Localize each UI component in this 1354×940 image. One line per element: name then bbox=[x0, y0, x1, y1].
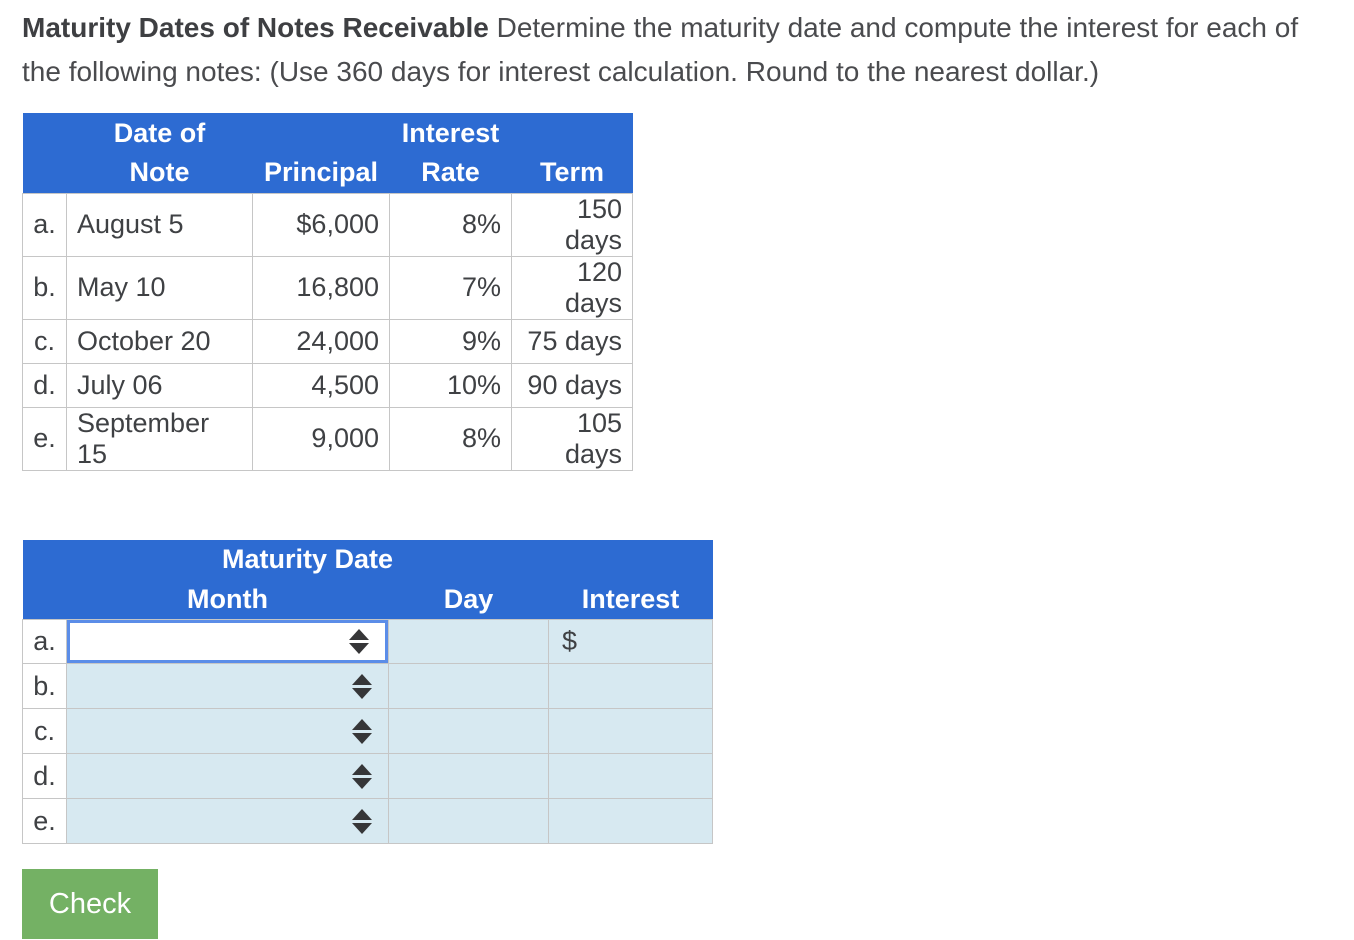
month-select-b[interactable] bbox=[67, 664, 388, 708]
notes-row-b: b. May 10 16,800 7% 120 days bbox=[22, 255, 633, 320]
header-spacer bbox=[22, 153, 67, 193]
term-cell: 105 days bbox=[511, 406, 633, 471]
notes-row-a: a. August 5 $6,000 8% 150 days bbox=[22, 192, 633, 257]
header-month: Month bbox=[66, 579, 389, 620]
select-updown-arrows-icon bbox=[352, 673, 372, 699]
header-maturity-date: Maturity Date bbox=[66, 539, 549, 580]
notes-row-d: d. July 06 4,500 10% 90 days bbox=[22, 362, 633, 408]
dollar-sign-prefix: $ bbox=[562, 626, 578, 656]
notes-row-e: e. September 15 9,000 8% 105 days bbox=[22, 406, 633, 471]
notes-row-c: c. October 20 24,000 9% 75 days bbox=[22, 318, 633, 364]
principal-cell: 9,000 bbox=[252, 406, 390, 471]
header-day: Day bbox=[388, 579, 549, 620]
month-select-a[interactable] bbox=[67, 620, 388, 663]
header-principal: Principal bbox=[252, 153, 390, 193]
date-cell: July 06 bbox=[66, 362, 253, 408]
principal-cell: 24,000 bbox=[252, 318, 390, 364]
day-input-c[interactable] bbox=[389, 709, 548, 753]
month-select-c[interactable] bbox=[67, 709, 388, 753]
rate-cell: 8% bbox=[389, 406, 512, 471]
date-cell: August 5 bbox=[66, 192, 253, 257]
answer-table-header: Maturity Date Month Day Interest bbox=[22, 539, 713, 620]
interest-input-b[interactable] bbox=[549, 664, 712, 708]
header-spacer bbox=[252, 113, 390, 153]
day-input-e[interactable] bbox=[389, 799, 548, 843]
rate-cell: 10% bbox=[389, 362, 512, 408]
answer-table: Maturity Date Month Day Interest a. $ bbox=[22, 539, 713, 844]
row-label: c. bbox=[22, 318, 67, 364]
month-select-e[interactable] bbox=[67, 799, 388, 843]
day-input-a[interactable] bbox=[389, 620, 548, 663]
date-cell: October 20 bbox=[66, 318, 253, 364]
row-label: d. bbox=[22, 753, 67, 799]
answer-row-d: d. bbox=[22, 753, 713, 799]
rate-cell: 9% bbox=[389, 318, 512, 364]
date-cell: September 15 bbox=[66, 406, 253, 471]
answer-row-a: a. $ bbox=[22, 619, 713, 664]
day-input-d[interactable] bbox=[389, 754, 548, 798]
row-label: b. bbox=[22, 663, 67, 709]
header-rate: Rate bbox=[389, 153, 512, 193]
header-spacer bbox=[548, 539, 713, 580]
rate-cell: 7% bbox=[389, 255, 512, 320]
row-label: c. bbox=[22, 708, 67, 754]
row-label: e. bbox=[22, 798, 67, 844]
principal-cell: 4,500 bbox=[252, 362, 390, 408]
problem-title: Maturity Dates of Notes Receivable bbox=[22, 12, 489, 43]
header-spacer bbox=[22, 539, 67, 580]
select-updown-arrows-icon bbox=[352, 763, 372, 789]
problem-description: Determine the maturity date and compute … bbox=[22, 12, 1299, 87]
day-input-b[interactable] bbox=[389, 664, 548, 708]
principal-cell: 16,800 bbox=[252, 255, 390, 320]
problem-statement: Maturity Dates of Notes Receivable Deter… bbox=[22, 6, 1342, 94]
answer-row-b: b. bbox=[22, 663, 713, 709]
answer-row-e: e. bbox=[22, 798, 713, 844]
interest-input-d[interactable] bbox=[549, 754, 712, 798]
rate-cell: 8% bbox=[389, 192, 512, 257]
header-term: Term bbox=[511, 153, 633, 193]
header-note: Note bbox=[66, 153, 253, 193]
term-cell: 150 days bbox=[511, 192, 633, 257]
term-cell: 120 days bbox=[511, 255, 633, 320]
interest-input-a[interactable] bbox=[577, 620, 712, 663]
term-cell: 75 days bbox=[511, 318, 633, 364]
header-date-of: Date of bbox=[66, 113, 253, 153]
header-spacer bbox=[511, 113, 633, 153]
month-select-d[interactable] bbox=[67, 754, 388, 798]
notes-table-header: Date of Interest Note Principal Rate Ter… bbox=[22, 113, 633, 193]
header-interest: Interest bbox=[548, 579, 713, 620]
select-updown-arrows-icon bbox=[352, 808, 372, 834]
row-label: e. bbox=[22, 406, 67, 471]
select-updown-arrows-icon bbox=[349, 629, 369, 654]
date-cell: May 10 bbox=[66, 255, 253, 320]
select-updown-arrows-icon bbox=[352, 718, 372, 744]
interest-input-e[interactable] bbox=[549, 799, 712, 843]
term-cell: 90 days bbox=[511, 362, 633, 408]
row-label: d. bbox=[22, 362, 67, 408]
check-button[interactable]: Check bbox=[22, 869, 158, 939]
header-interest: Interest bbox=[389, 113, 512, 153]
header-spacer bbox=[22, 579, 67, 620]
row-label: b. bbox=[22, 255, 67, 320]
notes-table: Date of Interest Note Principal Rate Ter… bbox=[22, 113, 633, 471]
answer-row-c: c. bbox=[22, 708, 713, 754]
principal-cell: $6,000 bbox=[252, 192, 390, 257]
row-label: a. bbox=[22, 619, 67, 664]
interest-input-c[interactable] bbox=[549, 709, 712, 753]
header-spacer bbox=[22, 113, 67, 153]
row-label: a. bbox=[22, 192, 67, 257]
